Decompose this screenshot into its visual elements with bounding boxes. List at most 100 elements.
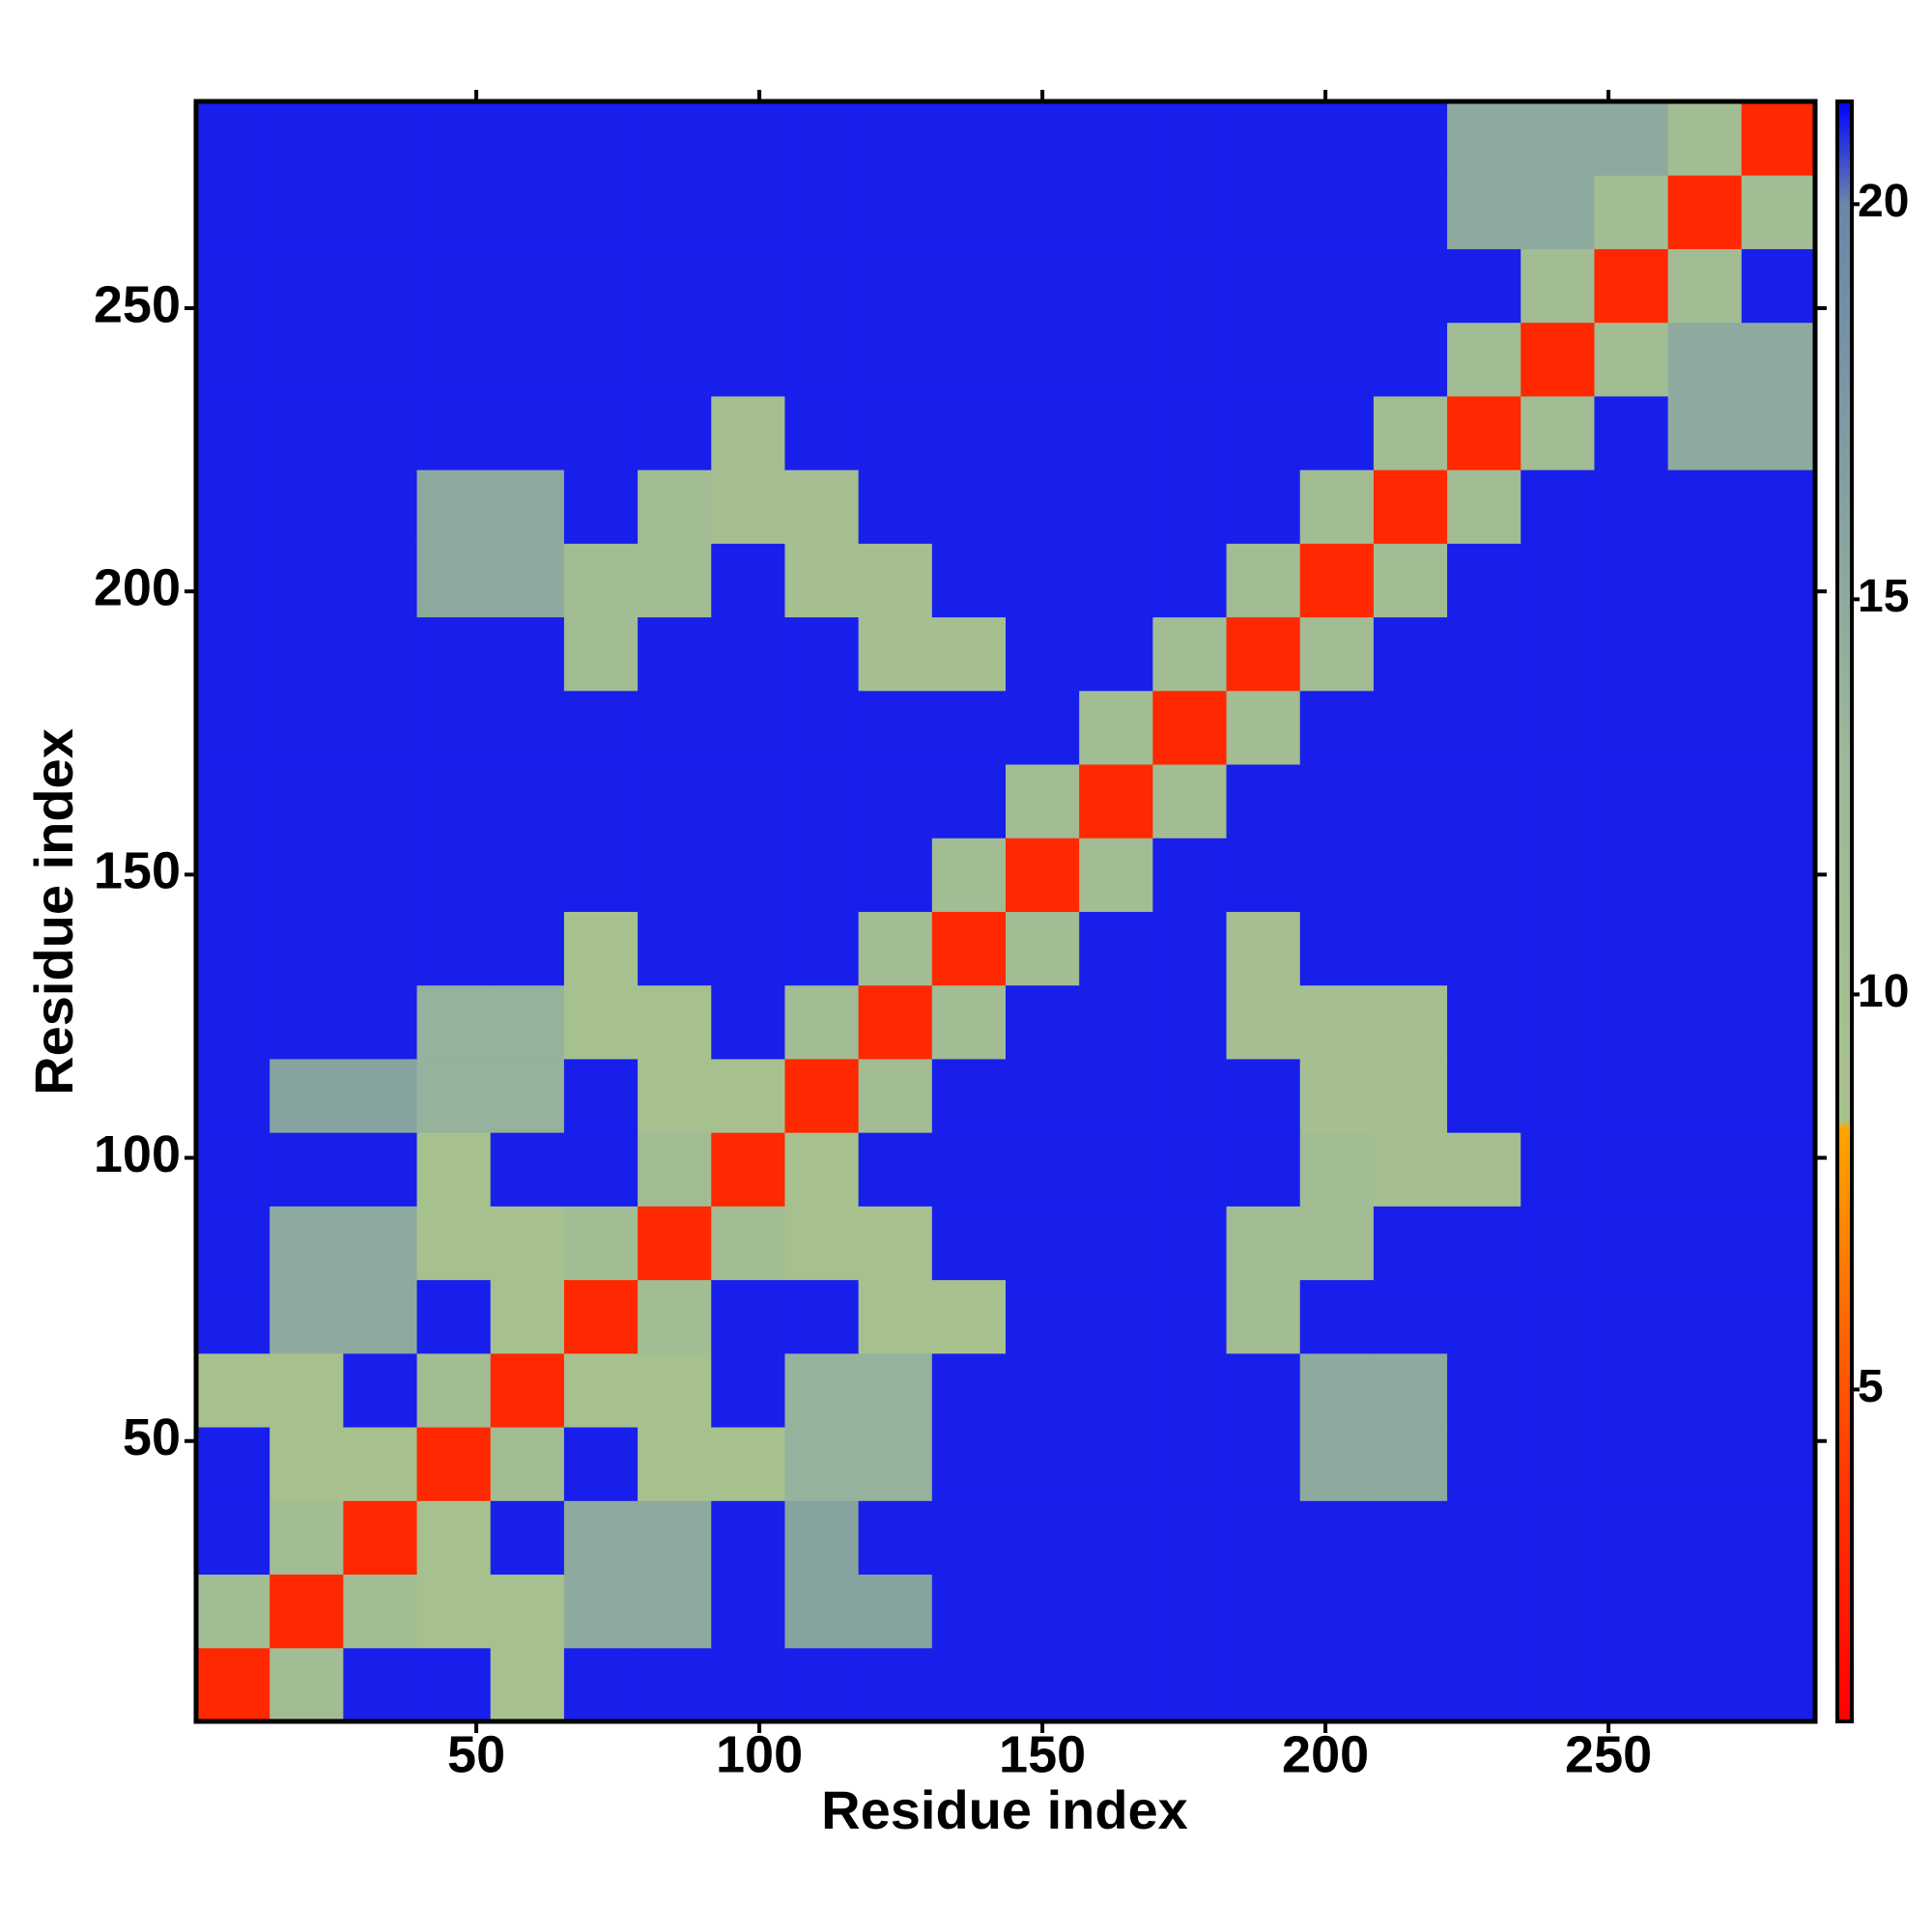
heatmap-cell: [490, 395, 565, 470]
heatmap-cell: [638, 690, 712, 765]
heatmap-cell: [416, 1279, 492, 1354]
heatmap-cell: [490, 616, 565, 692]
heatmap-cell: [638, 469, 712, 544]
heatmap-cell: [343, 616, 418, 692]
heatmap-cell: [1667, 690, 1743, 765]
heatmap-cell: [1373, 322, 1448, 397]
heatmap-cell: [270, 1500, 344, 1576]
heatmap-cell: [1152, 322, 1228, 397]
heatmap-cell: [931, 1058, 1007, 1133]
heatmap-cell: [343, 322, 418, 397]
heatmap-cell: [1006, 395, 1080, 470]
heatmap-cell: [711, 1206, 785, 1281]
heatmap-cell: [563, 616, 639, 692]
heatmap-cell: [1447, 1206, 1521, 1281]
heatmap-cell: [1741, 911, 1816, 986]
heatmap-cell: [270, 838, 344, 912]
heatmap-cell: [858, 1132, 933, 1207]
heatmap-cell: [1667, 1647, 1743, 1722]
heatmap-cell: [343, 764, 418, 838]
heatmap-cell: [1299, 322, 1375, 397]
heatmap-cell: [711, 1352, 785, 1428]
heatmap-cell: [563, 322, 639, 397]
heatmap-cell: [858, 543, 933, 618]
heatmap-cell: [784, 322, 860, 397]
heatmap-cell: [1520, 764, 1595, 838]
heatmap-cell: [1373, 1427, 1448, 1501]
heatmap-cell: [196, 1427, 270, 1501]
heatmap-cell: [416, 1206, 492, 1281]
heatmap-cell: [1006, 322, 1080, 397]
heatmap-cell: [1667, 764, 1743, 838]
heatmap-cell: [1741, 1058, 1816, 1133]
heatmap-cell: [1447, 984, 1521, 1060]
heatmap-cell: [1520, 911, 1595, 986]
heatmap-cell: [1226, 248, 1301, 324]
heatmap-cell: [711, 1427, 785, 1501]
heatmap-cell: [1594, 1206, 1669, 1281]
heatmap-cell: [1006, 1132, 1080, 1207]
heatmap-cell: [784, 984, 860, 1060]
heatmap-cell: [1079, 1352, 1153, 1428]
heatmap-cell: [1226, 322, 1301, 397]
heatmap-cell: [1152, 1574, 1228, 1649]
heatmap-cell: [563, 1058, 639, 1133]
heatmap-cell: [563, 1132, 639, 1207]
heatmap-cell: [490, 764, 565, 838]
heatmap-cell: [638, 911, 712, 986]
heatmap-cell: [416, 101, 492, 176]
heatmap-cell: [1152, 764, 1228, 838]
heatmap-cell: [1006, 838, 1080, 912]
heatmap-cell: [270, 1279, 344, 1354]
heatmap-cell: [1520, 322, 1595, 397]
heatmap-cell: [1520, 248, 1595, 324]
heatmap-cell: [1152, 1058, 1228, 1133]
heatmap-cell: [1520, 1647, 1595, 1722]
heatmap-cell: [638, 1500, 712, 1576]
heatmap-cell: [1373, 543, 1448, 618]
heatmap-cell: [1520, 543, 1595, 618]
heatmap-cell: [1373, 469, 1448, 544]
heatmap-cell: [1152, 1647, 1228, 1722]
heatmap-cell: [1079, 838, 1153, 912]
heatmap-cell: [1667, 1058, 1743, 1133]
heatmap-cell: [1373, 1058, 1448, 1133]
heatmap-cell: [1006, 175, 1080, 249]
y-tick-label: 250: [94, 275, 181, 333]
heatmap-cell: [1226, 1279, 1301, 1354]
heatmap-cell: [638, 1574, 712, 1649]
heatmap-cell: [1520, 1500, 1595, 1576]
heatmap-cell: [1520, 1206, 1595, 1281]
heatmap-cell: [270, 1352, 344, 1428]
heatmap-cell: [1299, 690, 1375, 765]
heatmap-cell: [1152, 1279, 1228, 1354]
heatmap-cell: [270, 395, 344, 470]
heatmap-cell: [1520, 175, 1595, 249]
heatmap-cell: [490, 1206, 565, 1281]
heatmap-cell: [1741, 838, 1816, 912]
heatmap-cell: [1447, 838, 1521, 912]
heatmap-cell: [563, 1647, 639, 1722]
heatmap-cell: [343, 1574, 418, 1649]
heatmap-cell: [343, 1500, 418, 1576]
heatmap-cell: [711, 248, 785, 324]
heatmap-cell: [1152, 984, 1228, 1060]
heatmap-cell: [416, 690, 492, 765]
heatmap-cell: [1520, 1352, 1595, 1428]
heatmap-cell: [563, 690, 639, 765]
heatmap-cell: [1079, 469, 1153, 544]
heatmap-cell: [343, 1279, 418, 1354]
heatmap-cell: [784, 1058, 860, 1133]
heatmap-cell: [1667, 1500, 1743, 1576]
heatmap-cell: [1006, 984, 1080, 1060]
heatmap-cell: [1447, 1058, 1521, 1133]
heatmap-cell: [1594, 838, 1669, 912]
heatmap-cell: [270, 101, 344, 176]
heatmap-cell: [1741, 1132, 1816, 1207]
heatmap-cell: [931, 690, 1007, 765]
heatmap-cell: [1594, 322, 1669, 397]
heatmap-cell: [1741, 248, 1816, 324]
heatmap-cell: [858, 1574, 933, 1649]
heatmap-cell: [858, 469, 933, 544]
heatmap-cell: [196, 322, 270, 397]
